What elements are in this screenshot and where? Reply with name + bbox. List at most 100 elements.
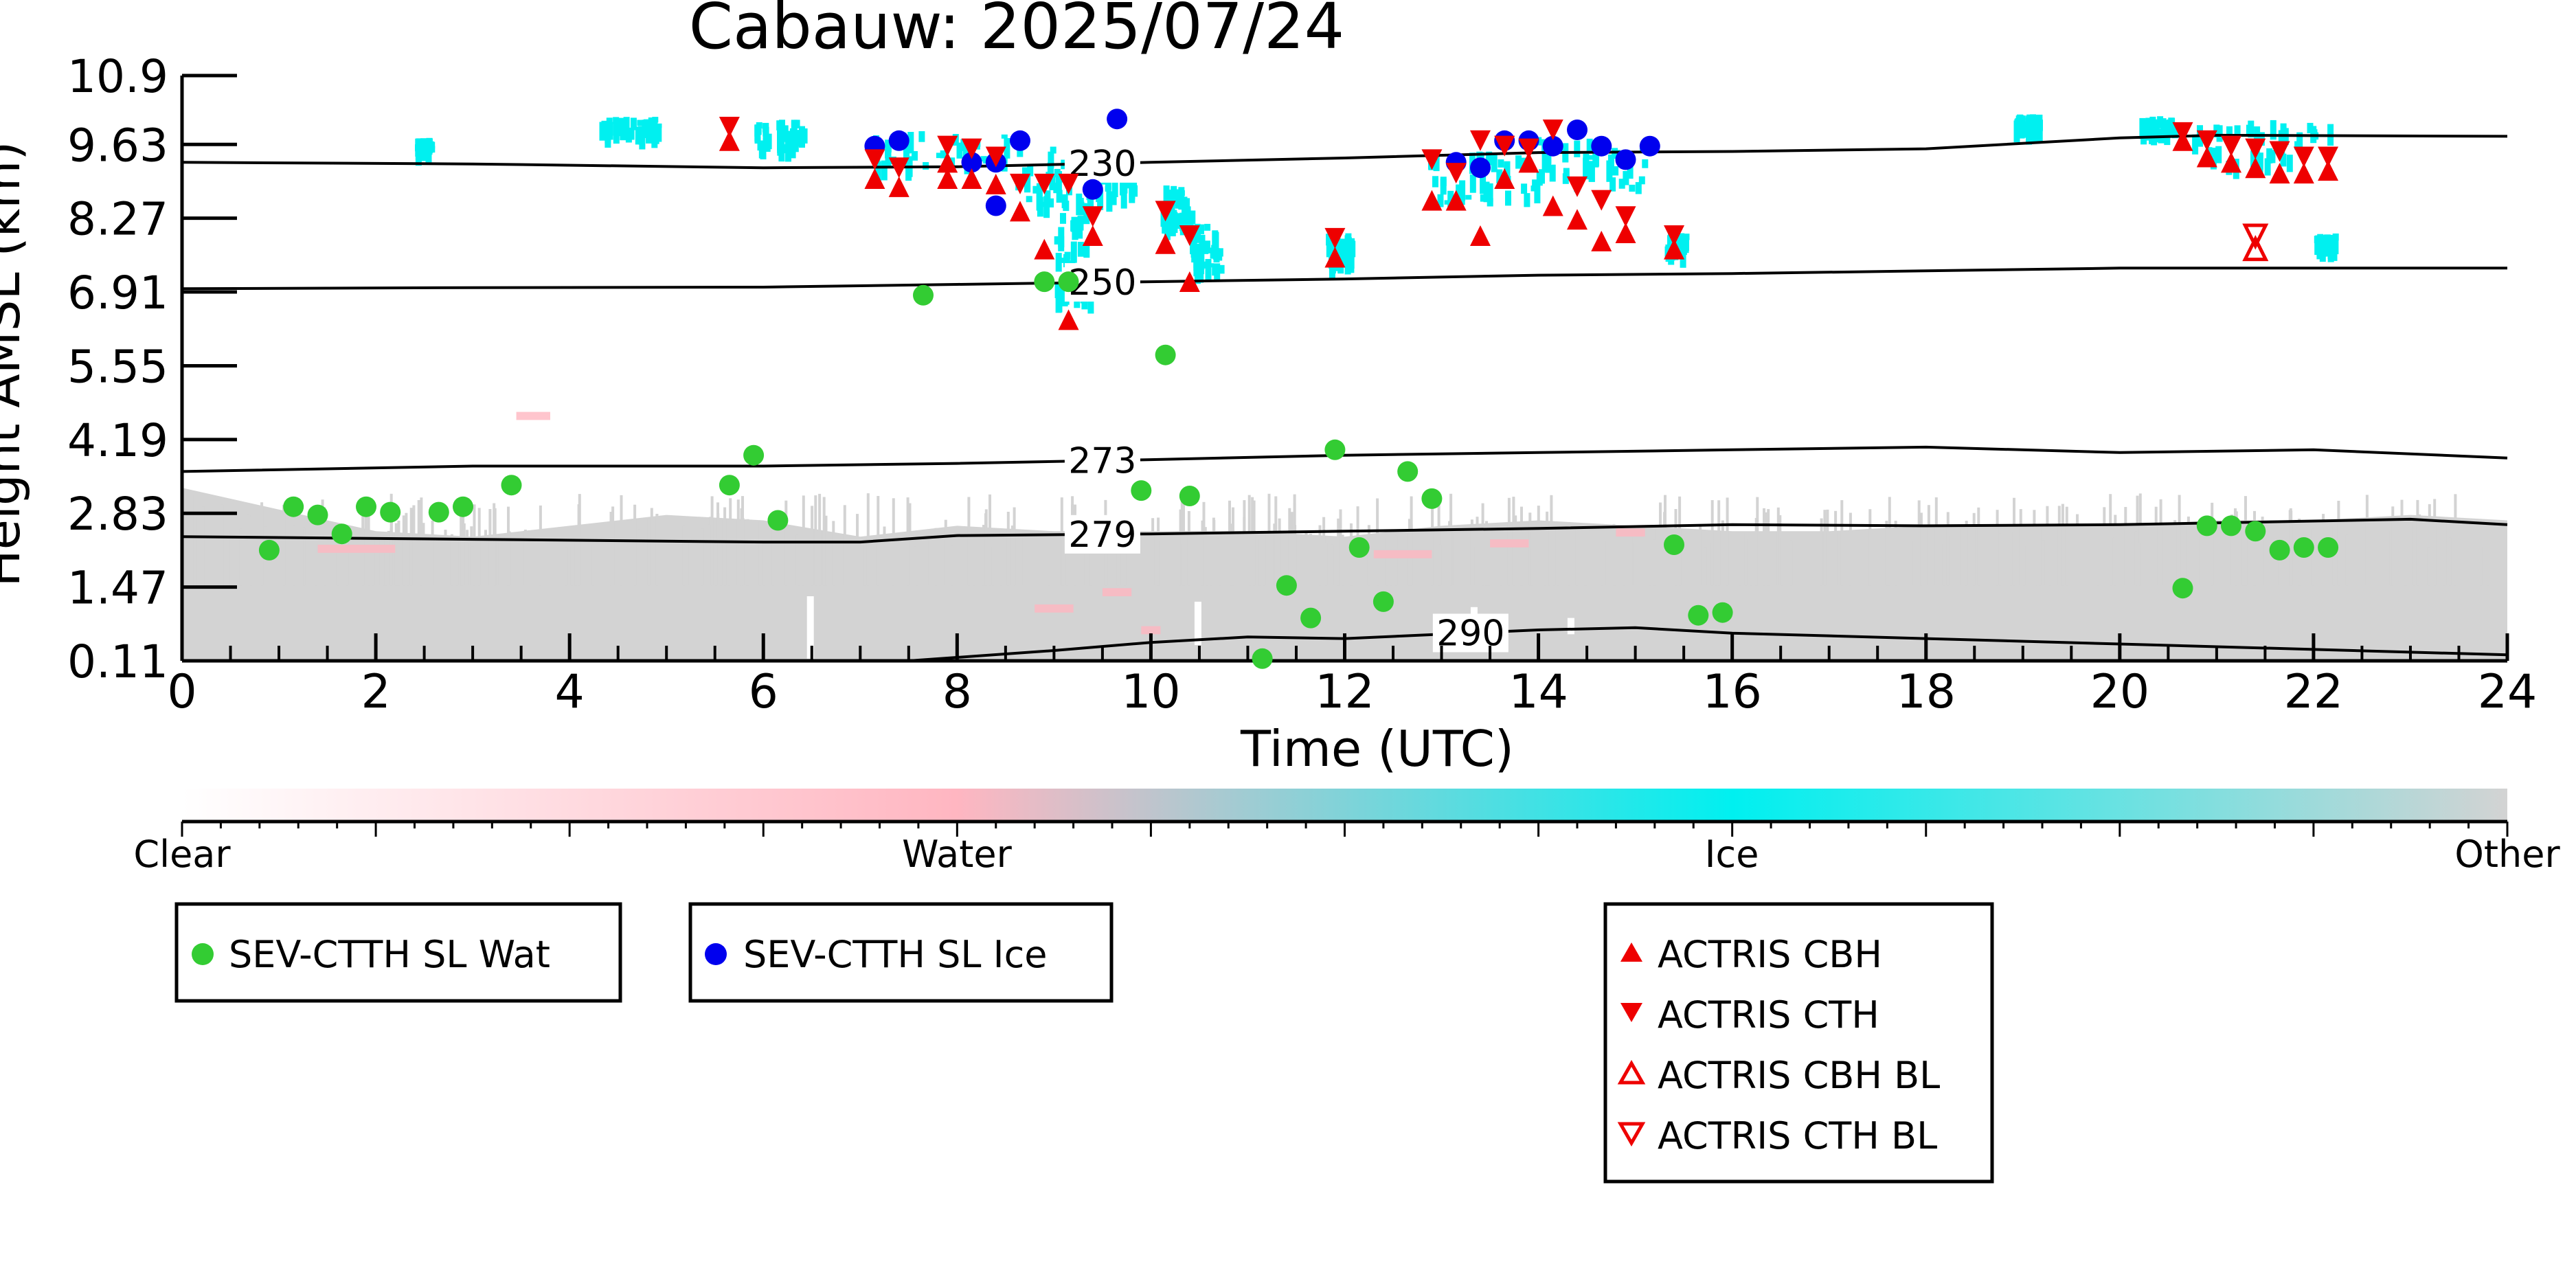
other-speck: [1550, 495, 1553, 586]
ice-speck: [630, 117, 637, 131]
ice-speck: [1205, 259, 1212, 280]
data-point: [1591, 230, 1612, 251]
other-speck: [1506, 536, 1509, 586]
legend-label-actris-cbh-bl: ACTRIS CBH BL: [1658, 1054, 1940, 1097]
data-point: [2293, 146, 2314, 168]
ice-speck: [1541, 150, 1548, 172]
other-speck: [1910, 540, 1913, 586]
ice-speck: [777, 126, 783, 145]
data-point: [1155, 344, 1176, 365]
other-speck: [928, 539, 931, 586]
x-tick-label: 12: [1315, 665, 1375, 719]
other-speck: [282, 504, 286, 586]
ice-speck: [625, 127, 632, 143]
ice-speck: [1120, 188, 1127, 209]
legend-label-actris-cbh: ACTRIS CBH: [1658, 933, 1882, 976]
ice-speck: [785, 139, 791, 162]
other-speck: [321, 499, 324, 586]
other-speck: [2416, 499, 2419, 586]
other-speck: [1648, 527, 1651, 586]
other-speck: [201, 506, 205, 586]
data-point: [2221, 152, 2242, 173]
ice-speck: [1437, 194, 1444, 207]
other-speck: [1776, 507, 1780, 586]
isotherm-label-bg: [1064, 441, 1140, 480]
other-speck: [906, 497, 909, 586]
isotherm-label-230: 230: [1068, 144, 1136, 185]
other-speck: [1047, 533, 1050, 586]
ice-speck: [613, 117, 620, 135]
ice-speck: [1106, 191, 1113, 212]
other-speck: [719, 519, 723, 586]
other-speck: [647, 519, 651, 586]
legend-marker-sev-wat: [192, 943, 214, 965]
ice-speck: [1465, 194, 1472, 200]
ice-speck: [1001, 134, 1008, 139]
ice-speck: [885, 150, 892, 168]
ice-speck: [1682, 234, 1689, 245]
data-point: [985, 146, 1006, 168]
other-speck: [2033, 510, 2036, 586]
ice-speck: [782, 125, 789, 142]
other-speck: [2038, 524, 2042, 586]
ice-speck: [1337, 253, 1344, 259]
other-speck: [431, 520, 434, 586]
other-speck: [1180, 497, 1184, 586]
ice-speck: [1064, 251, 1071, 260]
other-speck: [591, 545, 595, 586]
other-speck: [1275, 531, 1278, 586]
ice-speck: [1055, 172, 1062, 192]
other-speck: [417, 500, 420, 586]
other-speck: [1546, 511, 1549, 586]
other-speck: [455, 537, 459, 586]
other-speck: [2479, 546, 2483, 586]
other-speck: [1834, 510, 1838, 586]
ice-speck: [2278, 130, 2285, 150]
other-speck: [2459, 547, 2461, 586]
other-speck: [293, 525, 296, 586]
other-speck: [1182, 543, 1185, 586]
other-speck: [2487, 541, 2490, 586]
data-point: [1179, 486, 1200, 506]
water-patch: [1141, 626, 1161, 635]
other-speck: [2154, 506, 2158, 586]
x-tick-label: 8: [942, 665, 972, 719]
other-speck: [420, 497, 423, 586]
ice-speck: [1164, 221, 1171, 234]
other-speck: [1738, 547, 1741, 586]
other-speck: [615, 531, 618, 586]
isotherm-label-250: 250: [1068, 262, 1136, 304]
data-point: [331, 523, 352, 545]
ice-speck: [1054, 283, 1061, 298]
ice-speck: [2248, 120, 2255, 138]
ice-speck: [1060, 213, 1066, 224]
ice-speck: [1036, 183, 1043, 197]
data-point: [1567, 209, 1588, 230]
data-point: [1567, 176, 1588, 197]
other-speck: [2013, 497, 2015, 586]
ice-speck: [1083, 244, 1090, 258]
other-speck: [1623, 539, 1625, 586]
other-speck: [843, 505, 846, 586]
clear-gap: [1567, 618, 1574, 635]
other-speck: [2413, 519, 2416, 586]
other-speck: [2097, 524, 2100, 586]
data-point: [380, 501, 401, 523]
ice-speck: [1166, 190, 1173, 207]
other-speck: [866, 493, 870, 586]
isotherm-273: [181, 445, 2508, 473]
other-speck: [1252, 500, 1256, 586]
ice-speck: [1110, 194, 1117, 205]
data-point: [1010, 130, 1030, 151]
other-speck: [1487, 531, 1491, 586]
other-speck: [916, 530, 919, 586]
data-point: [283, 496, 304, 517]
other-speck: [1293, 503, 1296, 586]
other-speck: [1202, 501, 1206, 586]
ice-speck: [1175, 213, 1182, 223]
ice-speck: [1189, 210, 1196, 224]
other-speck: [1934, 497, 1938, 586]
other-speck: [1653, 539, 1656, 586]
other-speck: [2365, 495, 2369, 586]
data-point: [2269, 141, 2290, 162]
